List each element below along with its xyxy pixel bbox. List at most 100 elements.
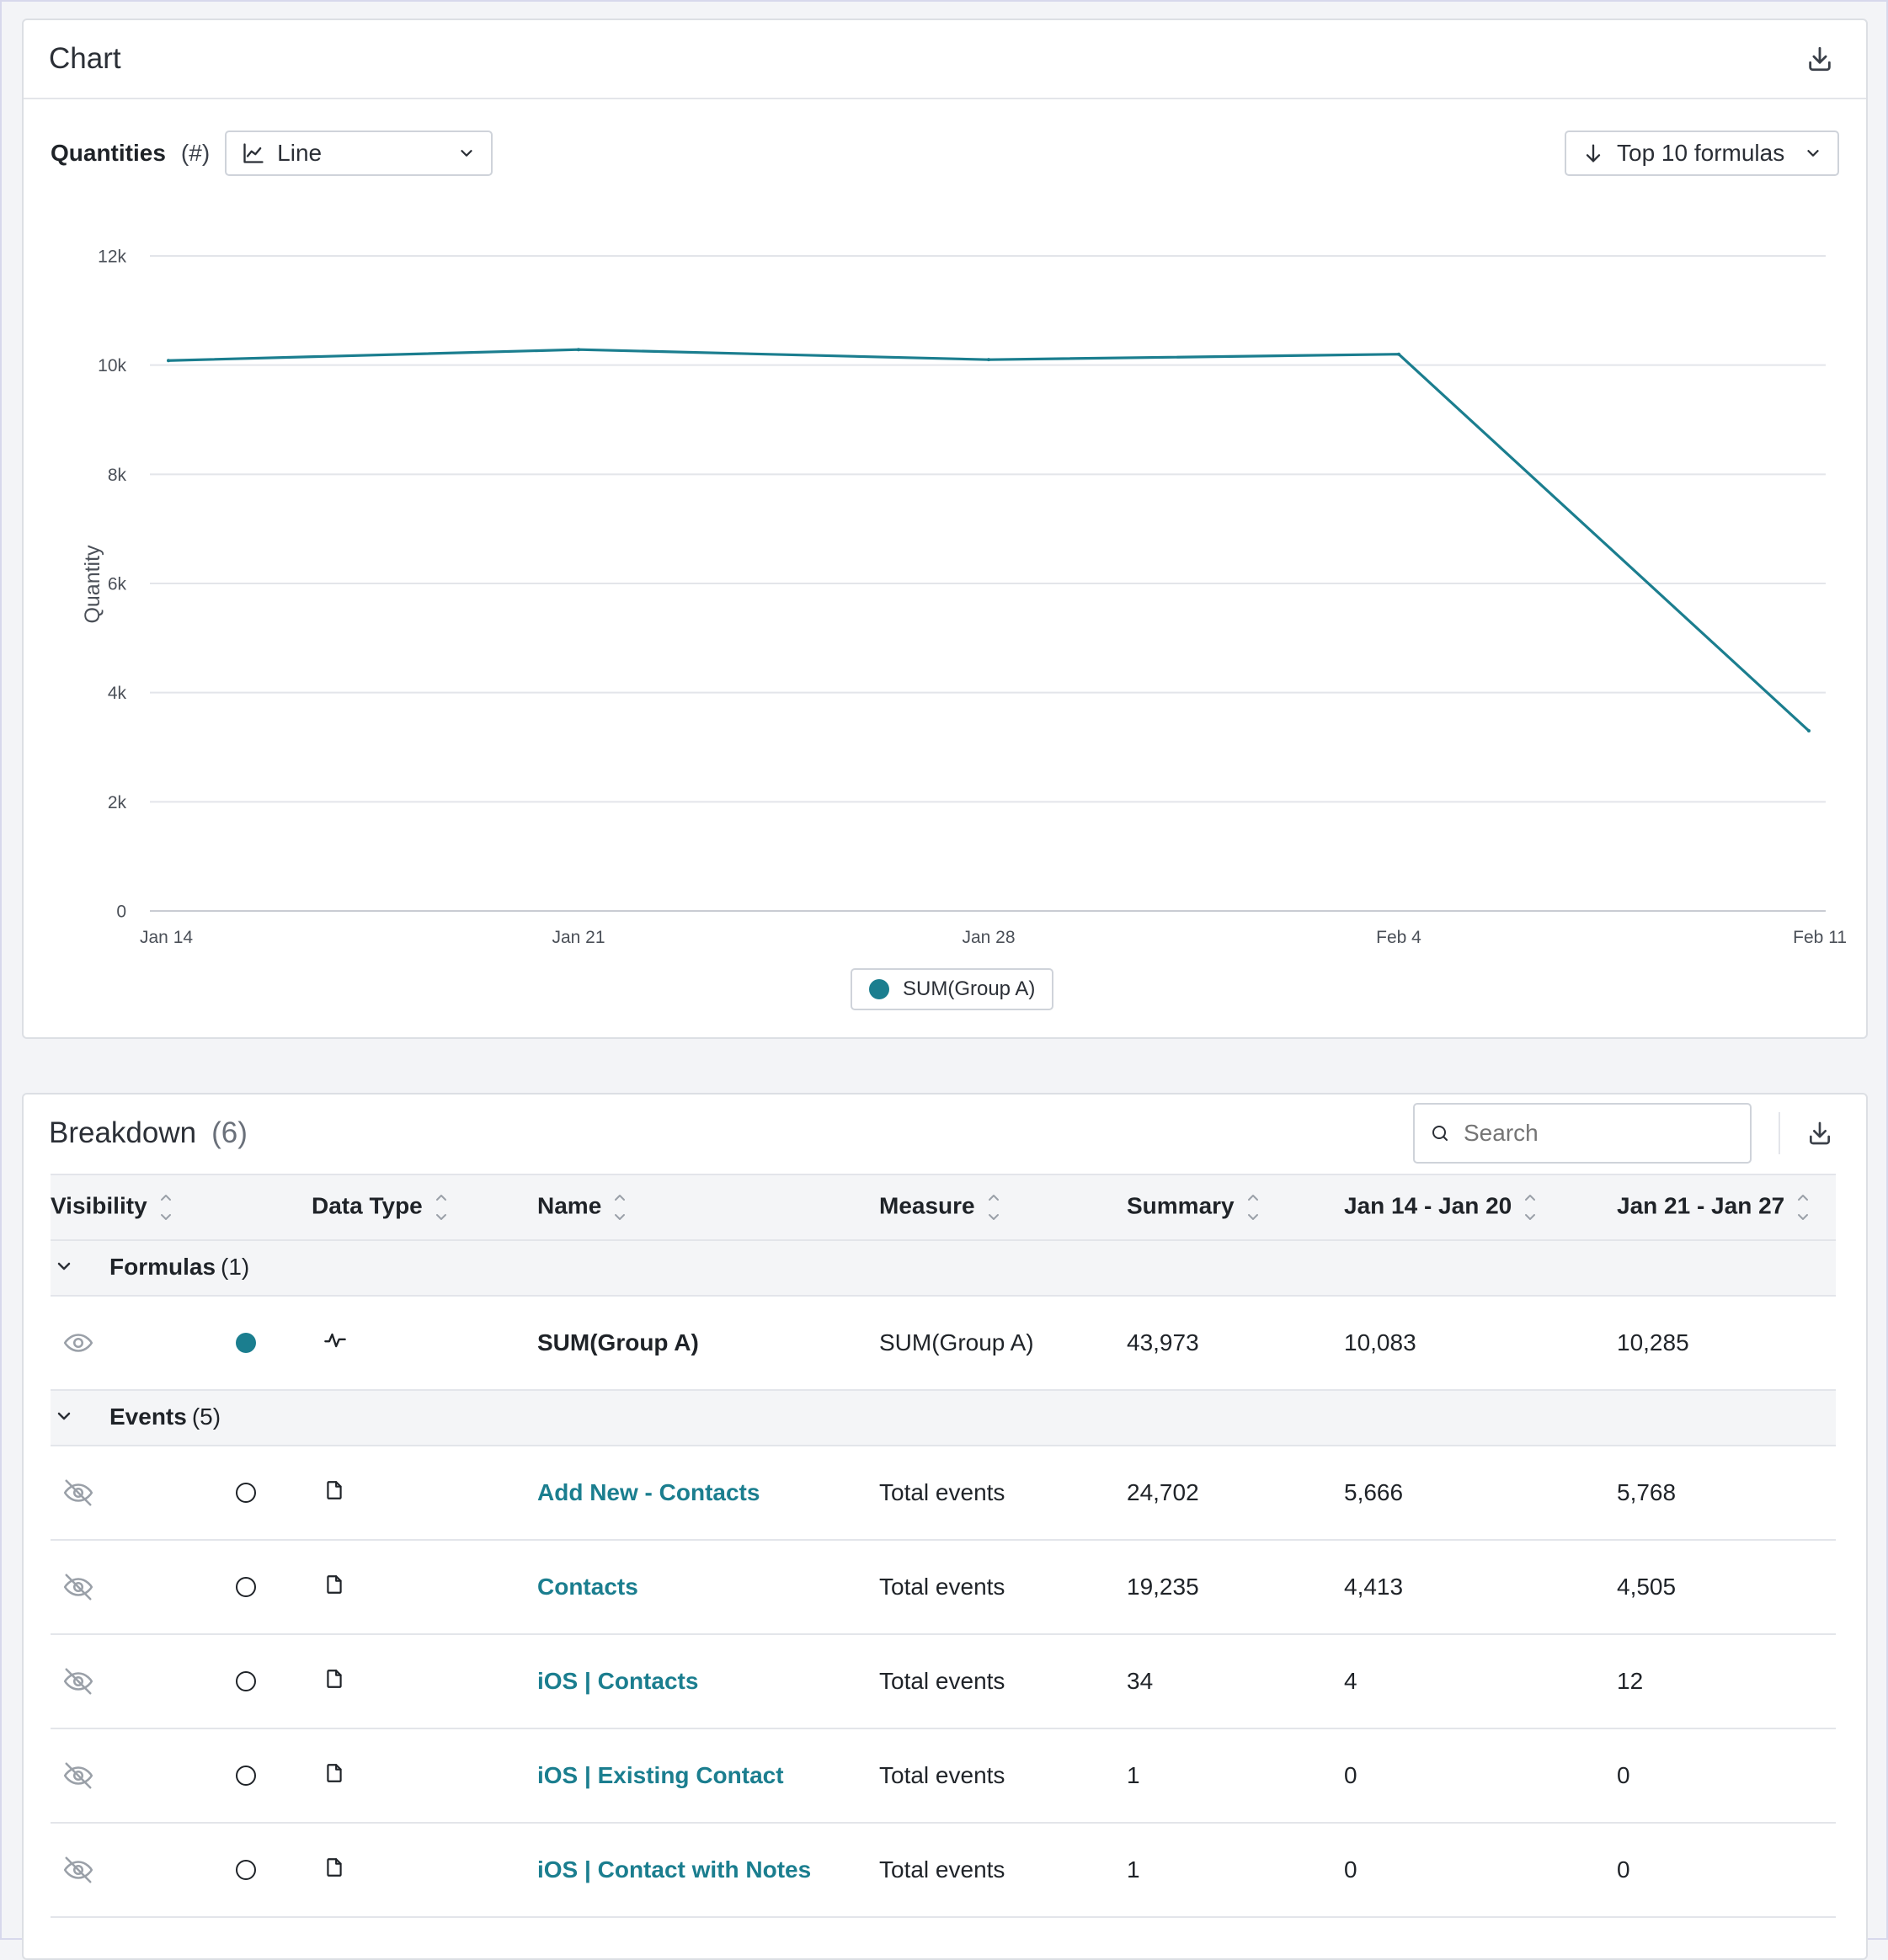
series-color-dot-icon[interactable] [234,1858,258,1882]
row-week-2: 0 [1617,1762,1630,1788]
search-box[interactable] [1413,1103,1752,1164]
data-point [1397,352,1400,356]
visibility-toggle[interactable] [51,1477,94,1509]
divider [1779,1112,1780,1154]
eye-icon [63,1334,93,1352]
sort-icon[interactable] [987,1191,1000,1223]
eye-off-icon [63,1668,93,1695]
chart-download-button[interactable] [1799,38,1841,80]
top-formulas-select[interactable]: Top 10 formulas [1565,130,1839,176]
top-formulas-value: Top 10 formulas [1617,140,1785,166]
chart-type-select[interactable]: Line [225,130,493,176]
breakdown-title: Breakdown [49,1116,197,1149]
sort-icon[interactable] [613,1191,627,1223]
chevron-down-icon [1807,150,1819,157]
search-icon [1432,1126,1448,1141]
series-color-dot-icon[interactable] [234,1764,258,1787]
table-row: Contacts Total events 19,235 4,413 4,505 [51,1540,1836,1635]
group-count: (1) [221,1254,250,1281]
column-header[interactable]: Measure [879,1174,1127,1241]
eye-off-icon [63,1479,93,1506]
row-week-2: 12 [1617,1668,1644,1694]
row-week-2: 5,768 [1617,1479,1677,1505]
column-header-label: Visibility [51,1192,147,1219]
row-summary: 19,235 [1127,1574,1199,1600]
row-summary: 1 [1127,1762,1140,1788]
group-label: Formulas [109,1254,216,1281]
table-body: Formulas (1) SUM(Group A) SUM(Group A) 43,97… [51,1240,1836,1918]
y-tick-label: 4k [108,684,127,703]
visibility-toggle[interactable] [51,1665,94,1697]
legend-swatch [869,979,889,999]
file-icon [327,1480,342,1499]
column-header[interactable]: Name [537,1174,879,1241]
row-week-2: 10,285 [1617,1329,1689,1355]
sort-icon[interactable] [1796,1191,1810,1223]
chart-card: Chart Quantities (#) Line Top 10 formula… [22,19,1868,1039]
row-name[interactable]: iOS | Existing Contact [537,1762,784,1788]
row-week-1: 10,083 [1344,1329,1416,1355]
sort-icon[interactable] [1246,1191,1260,1223]
row-measure: Total events [879,1668,1005,1694]
x-tick-label: Feb 11 [1793,928,1847,947]
column-header[interactable]: Data Type [312,1174,537,1241]
chart-toolbar: Quantities (#) Line Top 10 formulas [51,130,1839,177]
row-name: SUM(Group A) [537,1329,699,1355]
chevron-down-icon [461,150,472,157]
chevron-down-icon[interactable] [54,1406,74,1426]
column-header[interactable]: Summary [1127,1174,1344,1241]
row-name[interactable]: iOS | Contacts [537,1668,699,1694]
row-week-1: 5,666 [1344,1479,1404,1505]
row-name[interactable]: Contacts [537,1574,638,1600]
visibility-toggle[interactable] [51,1854,94,1886]
download-icon [1810,1121,1830,1145]
row-name[interactable]: iOS | Contact with Notes [537,1856,812,1883]
group-row[interactable]: Formulas (1) [51,1240,1836,1297]
visibility-toggle[interactable] [51,1571,94,1603]
series-color-dot-icon[interactable] [234,1575,258,1599]
row-summary: 34 [1127,1668,1154,1694]
column-header-label: Jan 14 - Jan 20 [1344,1192,1512,1219]
legend-item[interactable]: SUM(Group A) [851,968,1054,1010]
line-chart-icon [243,143,264,163]
data-point [167,359,170,363]
column-header-label: Name [537,1192,602,1219]
table-header-row: Visibility Data Type Name Measure Summary Jan… [51,1174,1836,1241]
chevron-down-icon[interactable] [54,1256,74,1276]
row-week-1: 0 [1344,1762,1357,1788]
y-tick-label: 2k [108,793,127,812]
visibility-toggle[interactable] [51,1327,94,1359]
sort-icon[interactable] [159,1191,173,1223]
row-week-1: 4 [1344,1668,1357,1694]
row-summary: 1 [1127,1856,1140,1883]
line-chart: 0 2k 4k 6k 8k 10k 12k Jan 14 Jan 21 Jan 28 Feb 4 Fe… [81,248,1847,947]
chart-type-value: Line [277,140,323,166]
breakdown-header: Breakdown (6) [24,1095,1866,1172]
column-header[interactable]: Visibility [51,1174,312,1241]
group-row[interactable]: Events (5) [51,1390,1836,1446]
y-tick-label: 6k [108,575,127,594]
row-measure: Total events [879,1762,1005,1788]
group-count: (5) [191,1403,221,1430]
column-header[interactable]: Jan 21 - Jan 27 [1617,1174,1836,1241]
file-icon [327,1857,342,1877]
column-header-label: Summary [1127,1192,1235,1219]
row-summary: 24,702 [1127,1479,1199,1505]
series-color-dot-icon[interactable] [234,1481,258,1505]
row-week-1: 0 [1344,1856,1357,1883]
series-color-dot-icon[interactable] [234,1670,258,1693]
row-week-2: 4,505 [1617,1574,1677,1600]
column-header[interactable]: Jan 14 - Jan 20 [1344,1174,1617,1241]
search-input[interactable] [1462,1119,1735,1148]
sort-icon[interactable] [1523,1191,1537,1223]
y-tick-label: 8k [108,466,127,485]
visibility-toggle[interactable] [51,1760,94,1792]
x-tick-label: Jan 14 [140,928,193,947]
row-measure: Total events [879,1856,1005,1883]
row-week-2: 0 [1617,1856,1630,1883]
series-color-dot-icon[interactable] [234,1331,258,1355]
sort-icon[interactable] [435,1191,448,1223]
row-name[interactable]: Add New - Contacts [537,1479,760,1505]
table-row: iOS | Contact with Notes Total events 1 0 0 [51,1823,1836,1918]
breakdown-download-button[interactable] [1799,1112,1841,1154]
